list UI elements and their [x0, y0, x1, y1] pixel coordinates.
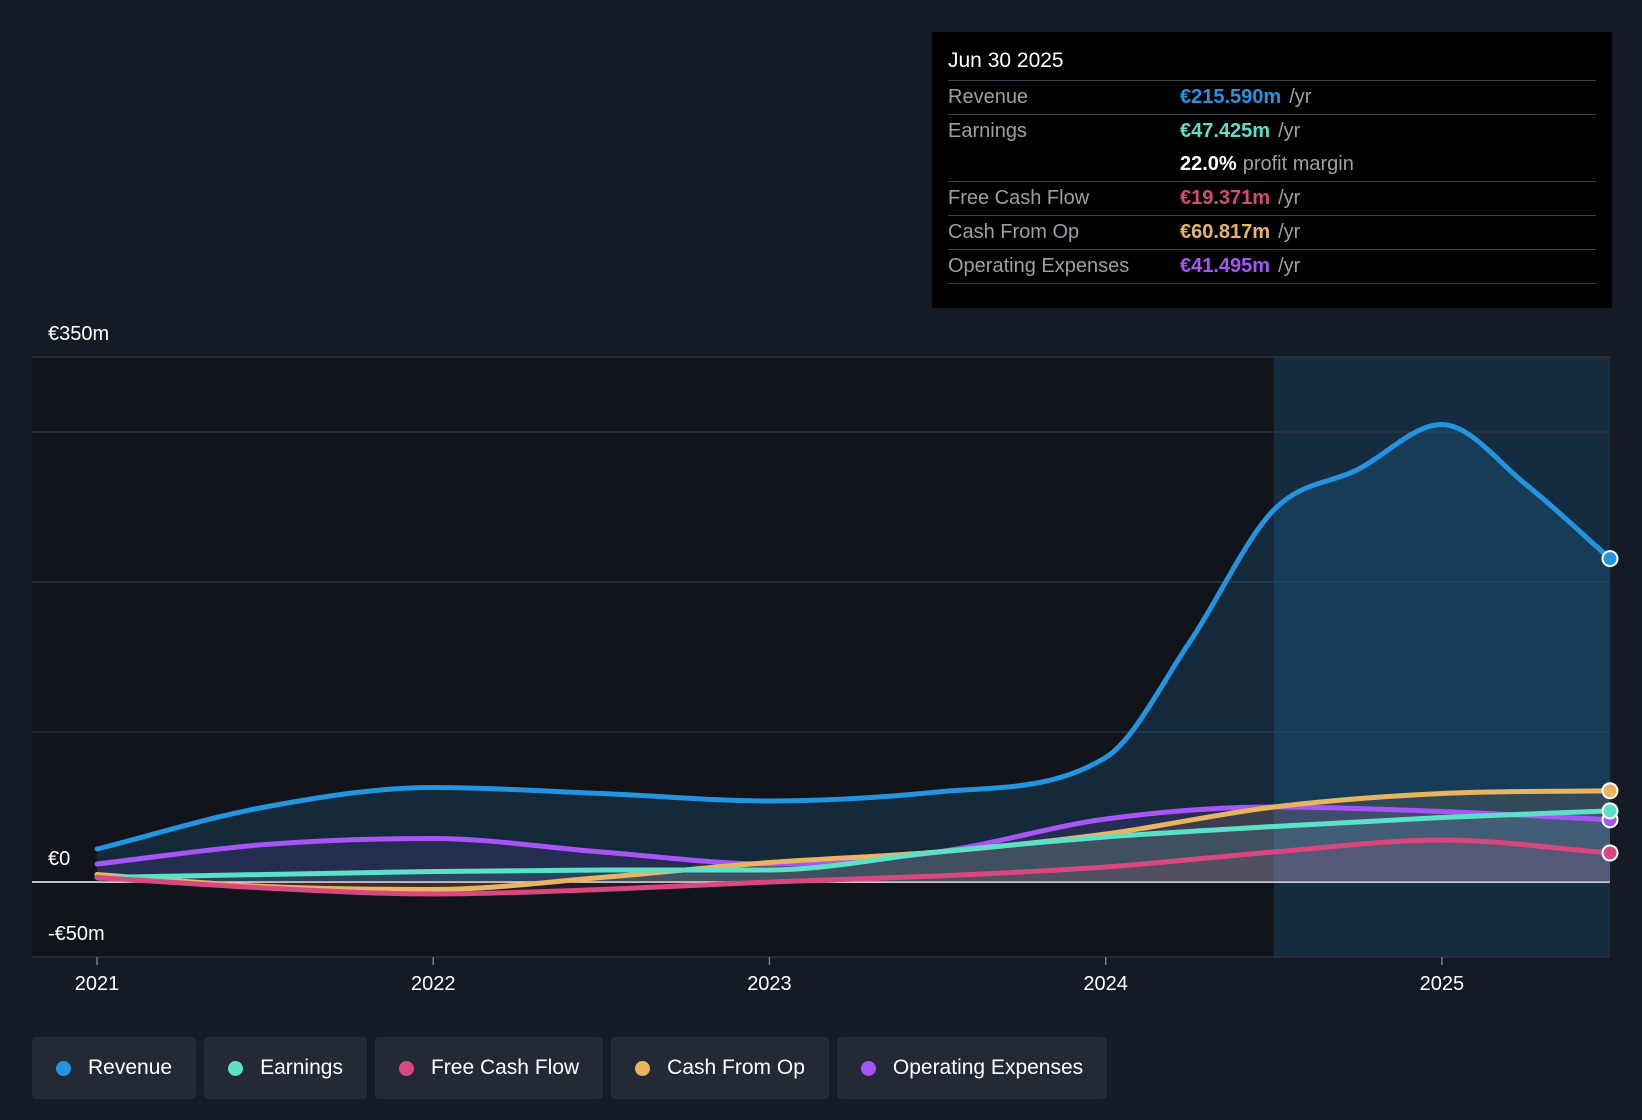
operating-expenses-dot-icon [860, 1060, 876, 1076]
tooltip-label: Cash From Op [948, 221, 1080, 243]
earnings-line[interactable] [94, 808, 1613, 880]
revenue-line[interactable] [94, 422, 1613, 852]
revenue-area [97, 424, 1610, 882]
profit-margin-label: profit margin [1242, 153, 1354, 175]
earnings-dot-icon [228, 1060, 244, 1076]
x-tick-label: 2025 [1420, 973, 1465, 995]
legend-label: Earnings [260, 1056, 343, 1079]
tooltip-row-operating-expenses: Operating Expenses €41.495m /yr [948, 249, 1596, 284]
tooltip-value: €47.425m [1180, 120, 1271, 142]
tooltip-row-profit-margin: 22.0% profit margin [948, 148, 1596, 181]
legend-item-revenue[interactable]: Revenue [32, 1037, 197, 1099]
revenue-end-point[interactable] [1601, 550, 1619, 568]
legend-item-earnings[interactable]: Earnings [204, 1037, 367, 1099]
operating-expenses-area [97, 807, 1610, 882]
tooltip-label: Free Cash Flow [948, 187, 1090, 209]
tooltip-label: Operating Expenses [948, 255, 1130, 277]
tooltip-value: €41.495m [1180, 255, 1271, 277]
x-tick-label: 2022 [411, 973, 456, 995]
revenue-dot-icon [56, 1060, 71, 1076]
tooltip-row-revenue: Revenue €215.590m /yr [948, 80, 1596, 114]
legend-label: Cash From Op [667, 1056, 805, 1079]
cash-from-op-line[interactable] [94, 788, 1613, 892]
legend-item-free-cash-flow[interactable]: Free Cash Flow [374, 1037, 604, 1099]
free-cash-flow-end-point[interactable] [1601, 844, 1619, 862]
x-tick-label: 2024 [1083, 973, 1128, 995]
tooltip-unit: /yr [1278, 120, 1301, 142]
cash-from-op-end-point[interactable] [1601, 782, 1619, 800]
tooltip-unit: /yr [1278, 221, 1301, 243]
legend-item-cash-from-op[interactable]: Cash From Op [611, 1037, 829, 1099]
tooltip-unit: /yr [1278, 187, 1301, 209]
legend-label: Revenue [88, 1056, 173, 1079]
tooltip-unit: /yr [1278, 255, 1301, 277]
y-tick-label-bottom: -€50m [48, 923, 105, 945]
free-cash-flow-dot-icon [398, 1060, 414, 1076]
tooltip-label: Earnings [948, 120, 1027, 142]
legend-label: Operating Expenses [892, 1056, 1084, 1079]
tooltip-value: €215.590m [1180, 86, 1282, 108]
legend-label: Free Cash Flow [430, 1056, 580, 1079]
tooltip-unit: /yr [1289, 86, 1312, 108]
y-tick-label-top: €350m [48, 323, 109, 345]
earnings-end-point[interactable] [1601, 802, 1619, 820]
tooltip-value: €60.817m [1180, 221, 1271, 243]
tooltip-row-free-cash-flow: Free Cash Flow €19.371m /yr [948, 181, 1596, 215]
x-tick-label: 2021 [75, 973, 120, 995]
legend-item-operating-expenses[interactable]: Operating Expenses [836, 1037, 1108, 1099]
profit-margin-value: 22.0% [1180, 153, 1237, 175]
free-cash-flow-area [97, 840, 1610, 894]
y-tick-label-zero: €0 [48, 848, 70, 870]
cash-from-op-dot-icon [635, 1060, 651, 1076]
operating-expenses-line[interactable] [94, 804, 1613, 867]
chart-forecast-band [1273, 357, 1610, 957]
tooltip-value: €19.371m [1180, 187, 1271, 209]
earnings-area [97, 810, 1610, 882]
tooltip-label: Revenue [948, 86, 1029, 108]
tooltip-row-earnings: Earnings €47.425m /yr [948, 114, 1596, 148]
legend: Revenue Earnings Free Cash Flow Cash Fro… [32, 1037, 1108, 1099]
tooltip-row-cash-from-op: Cash From Op €60.817m /yr [948, 215, 1596, 249]
tooltip-date: Jun 30 2025 [948, 49, 1064, 72]
tooltip-panel: Jun 30 2025 Revenue €215.590m /yr Earnin… [932, 32, 1612, 308]
x-tick-label: 2023 [747, 973, 792, 995]
free-cash-flow-line[interactable] [94, 837, 1613, 897]
